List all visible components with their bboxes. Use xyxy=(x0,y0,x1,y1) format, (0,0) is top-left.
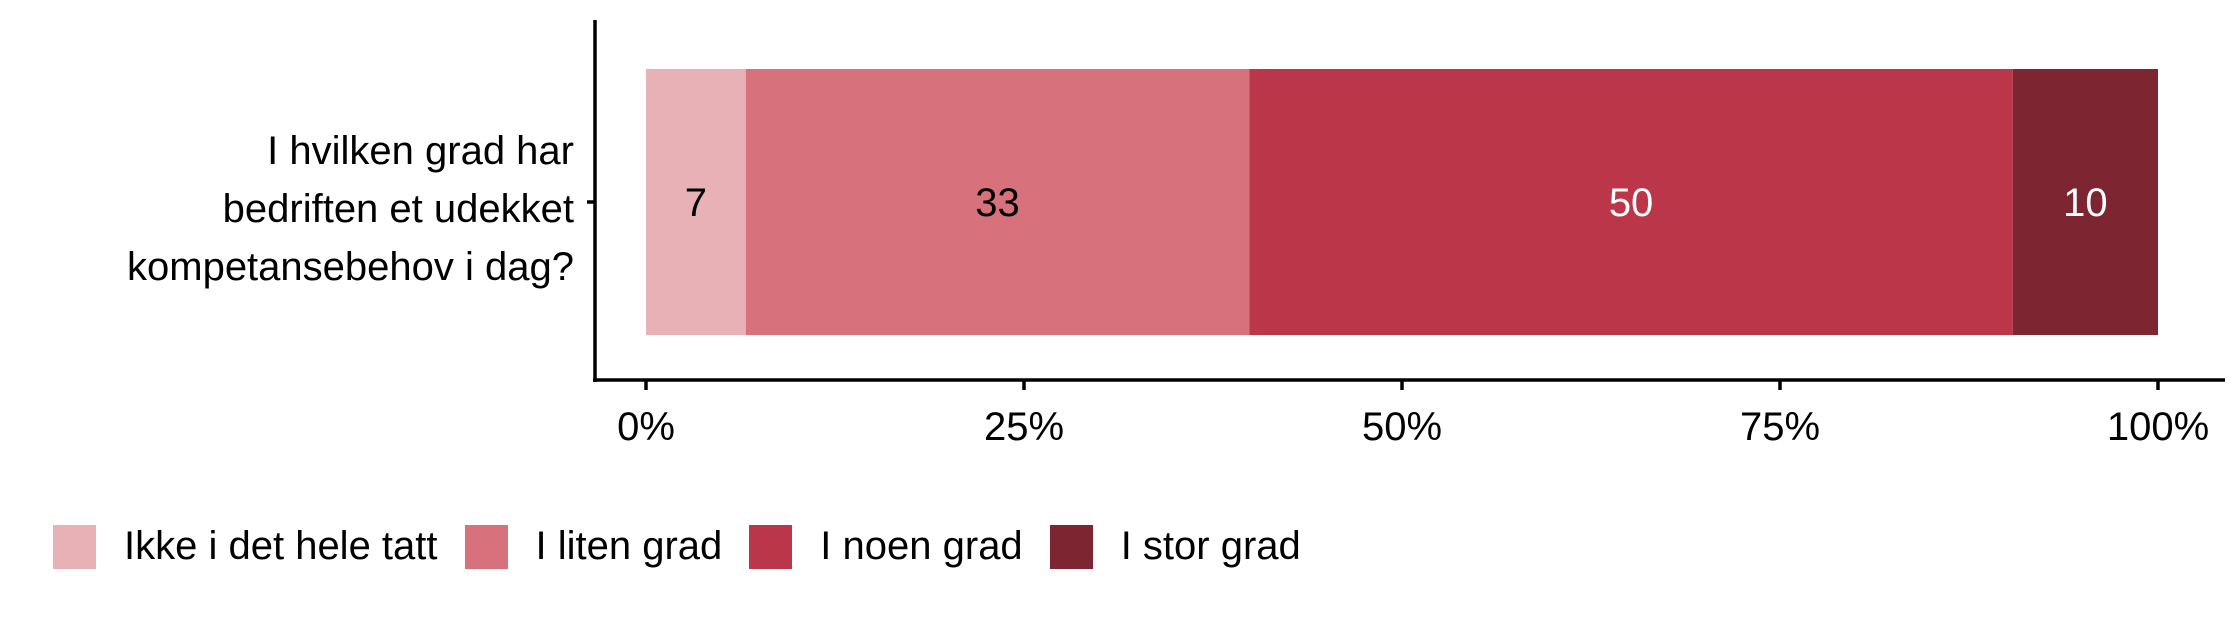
legend-item: I noen grad xyxy=(749,524,1023,569)
data-label: 7 xyxy=(685,181,707,225)
legend-label: I stor grad xyxy=(1120,524,1301,568)
legend-item: I stor grad xyxy=(1049,524,1301,569)
y-category-label: I hvilken grad har bedriften et udekket … xyxy=(127,122,574,296)
legend: Ikke i det hele tatt I liten grad I noen… xyxy=(53,524,1328,569)
x-tick-label: 0% xyxy=(617,405,675,449)
x-tick-label: 50% xyxy=(1362,405,1442,449)
x-tick-label: 25% xyxy=(984,405,1064,449)
y-label-line-3: kompetansebehov i dag? xyxy=(127,245,574,289)
legend-label: Ikke i det hele tatt xyxy=(124,524,438,568)
legend-swatch xyxy=(749,524,793,569)
bar-segment xyxy=(1249,69,2013,335)
data-label: 33 xyxy=(975,181,1020,225)
bar-segment xyxy=(745,69,1250,335)
bar-segment xyxy=(646,69,746,335)
legend-label: I noen grad xyxy=(820,524,1023,568)
legend-swatch xyxy=(1049,524,1093,569)
legend-label: I liten grad xyxy=(535,524,723,568)
y-label-line-2: bedriften et udekket xyxy=(222,187,574,231)
x-tick-label: 75% xyxy=(1740,405,1820,449)
legend-swatch xyxy=(464,524,508,569)
x-tick-label: 100% xyxy=(2107,405,2209,449)
legend-item: Ikke i det hele tatt xyxy=(53,524,438,569)
legend-swatch xyxy=(53,524,96,569)
data-label: 50 xyxy=(1609,181,1654,225)
data-label: 10 xyxy=(2063,181,2108,225)
y-label-line-1: I hvilken grad har xyxy=(267,129,574,173)
bar-segment xyxy=(2012,69,2158,335)
legend-item: I liten grad xyxy=(464,524,723,569)
